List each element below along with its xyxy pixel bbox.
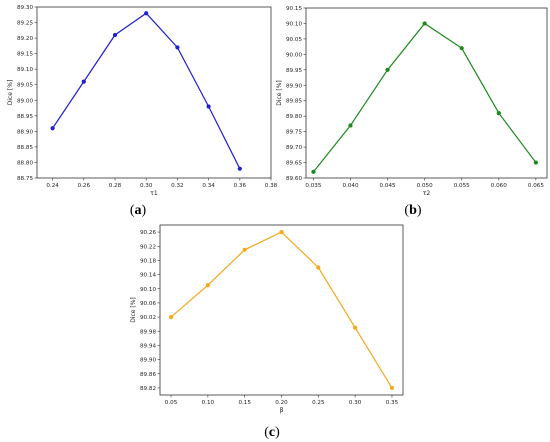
y-tick-label: 90.10 (140, 287, 156, 293)
data-point (206, 283, 210, 287)
x-tick-label: 0.045 (380, 183, 396, 189)
data-point (144, 11, 148, 15)
data-point (390, 386, 394, 390)
y-tick-label: 89.90 (286, 83, 302, 89)
y-tick-label: 89.10 (17, 67, 33, 73)
x-axis-label: τ2 (423, 190, 431, 197)
x-tick-label: 0.28 (109, 183, 122, 189)
y-tick-label: 89.85 (286, 99, 302, 105)
y-tick-label: 89.94 (140, 343, 156, 349)
data-point (82, 80, 86, 84)
y-tick-label: 90.22 (140, 244, 156, 250)
y-tick-label: 89.98 (140, 329, 156, 335)
data-point (238, 167, 242, 171)
y-tick-label: 89.75 (286, 130, 302, 136)
x-tick-label: 0.36 (234, 183, 247, 189)
x-tick-label: 0.32 (171, 183, 183, 189)
y-tick-label: 89.90 (140, 358, 156, 364)
plot-frame (160, 225, 403, 395)
x-tick-label: 0.15 (238, 400, 251, 406)
x-tick-label: 0.055 (454, 183, 470, 189)
y-tick-label: 90.14 (140, 273, 156, 279)
data-point (51, 126, 55, 130)
plot-frame (37, 7, 271, 178)
x-tick-label: 0.24 (46, 183, 59, 189)
y-tick-label: 88.80 (17, 160, 33, 166)
chart-c: 89.82 89.86 89.90 89.94 89.98 90.02 90.06 90.10… (130, 225, 403, 440)
x-tick-label: 0.35 (386, 400, 399, 406)
data-point (423, 21, 427, 25)
data-point (316, 265, 320, 269)
y-tick-label: 90.00 (286, 52, 302, 58)
y-tick-label: 89.82 (140, 386, 156, 392)
data-point (460, 46, 464, 50)
y-axis-label: Dice [%] (130, 297, 137, 323)
y-tick-label: 88.85 (17, 145, 33, 151)
x-tick-label: 0.05 (165, 400, 178, 406)
y-tick-label: 90.06 (140, 301, 156, 307)
y-tick-label: 89.30 (17, 5, 33, 11)
y-tick-label: 90.05 (286, 37, 302, 43)
y-axis-label: Dice [%] (276, 80, 283, 106)
y-tick-label: 89.86 (140, 372, 156, 378)
y-tick-label: 89.25 (17, 21, 33, 27)
y-tick-label: 89.15 (17, 52, 33, 58)
x-tick-label: 0.050 (417, 183, 433, 189)
y-tick-label: 89.70 (286, 145, 302, 151)
y-tick-label: 89.95 (286, 68, 302, 74)
y-tick-label: 90.26 (140, 230, 156, 236)
y-tick-label: 88.90 (17, 129, 33, 135)
data-point (169, 315, 173, 319)
y-tick-label: 89.80 (286, 114, 302, 120)
x-tick-label: 0.26 (78, 183, 91, 189)
x-tick-label: 0.040 (342, 183, 358, 189)
x-tick-label: 0.035 (305, 183, 321, 189)
x-tick-label: 0.30 (140, 183, 153, 189)
y-tick-label: 88.95 (17, 114, 33, 120)
data-point (534, 160, 538, 164)
data-point (279, 230, 283, 234)
data-point (175, 45, 179, 49)
x-tick-label: 0.25 (312, 400, 325, 406)
panel-caption: (a) (130, 203, 147, 218)
data-point (311, 170, 315, 174)
plot-frame (306, 8, 547, 178)
y-tick-label: 90.15 (286, 6, 302, 12)
data-point (497, 111, 501, 115)
x-axis-label: β (280, 407, 284, 414)
data-point (207, 104, 211, 108)
series-line (313, 23, 535, 171)
panel-caption: (b) (404, 203, 421, 218)
y-tick-label: 89.00 (17, 98, 33, 104)
x-tick-label: 0.060 (491, 183, 507, 189)
x-tick-label: 0.065 (528, 183, 544, 189)
y-tick-label: 90.18 (140, 258, 156, 264)
data-point (385, 68, 389, 72)
series-line (53, 13, 240, 168)
x-axis-label: τ1 (150, 190, 158, 197)
y-tick-label: 90.10 (286, 21, 302, 27)
x-tick-label: 0.20 (275, 400, 288, 406)
data-point (353, 326, 357, 330)
y-tick-label: 90.02 (140, 315, 156, 321)
x-tick-label: 0.38 (265, 183, 278, 189)
y-tick-label: 89.05 (17, 83, 33, 89)
data-point (348, 123, 352, 127)
y-tick-label: 89.65 (286, 161, 302, 167)
x-tick-label: 0.34 (202, 183, 215, 189)
y-axis-label: Dice [%] (7, 80, 14, 106)
panel-caption: (c) (264, 425, 280, 440)
chart-a: 88.75 88.80 88.85 88.90 88.95 89.00 89.05 89.10… (7, 5, 278, 218)
y-tick-label: 89.60 (286, 176, 302, 182)
data-point (243, 248, 247, 252)
series-line (171, 232, 392, 388)
x-tick-label: 0.30 (349, 400, 362, 406)
y-tick-label: 89.20 (17, 36, 33, 42)
x-tick-label: 0.10 (202, 400, 215, 406)
chart-b: 89.60 89.65 89.70 89.75 89.80 89.85 89.90 89.95… (276, 6, 547, 218)
y-tick-label: 88.75 (17, 176, 33, 182)
data-point (113, 33, 117, 37)
